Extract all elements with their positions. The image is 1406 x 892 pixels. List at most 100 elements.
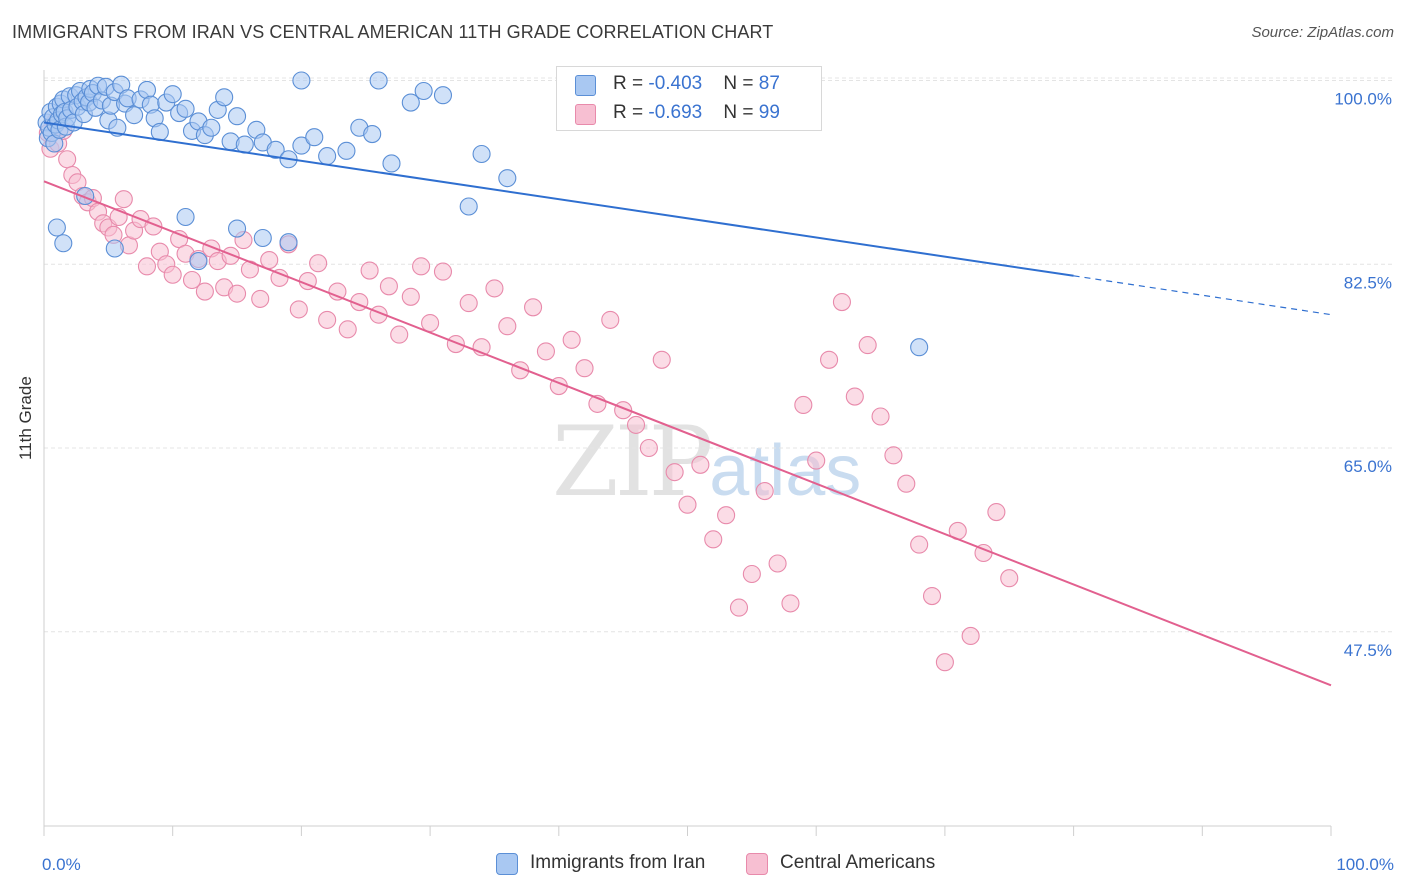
central-american-point [755, 481, 774, 501]
legend-r-value: -0.693 [648, 102, 703, 123]
central-american-point [182, 270, 202, 290]
bottom-legend-swatch-central [746, 853, 768, 875]
central-american-point [536, 342, 555, 361]
iran-point [163, 85, 182, 104]
central-american-point [704, 530, 723, 549]
central-american-point [626, 415, 646, 434]
iran-point [105, 239, 124, 258]
central-american-point [524, 298, 543, 317]
legend-r-label: R = [613, 102, 649, 123]
central-american-point [601, 310, 620, 329]
central-american-point [717, 506, 736, 525]
central-american-point [228, 284, 247, 303]
central-american-point [446, 334, 465, 354]
central-american-point [260, 250, 279, 270]
x-tick-label: 100.0% [1336, 855, 1394, 874]
iran-point [305, 128, 324, 147]
iran-point [292, 71, 311, 90]
y-tick-label: 100.0% [1334, 90, 1392, 109]
iran-point [382, 154, 401, 173]
legend-swatch-central [575, 104, 596, 125]
iran-point [472, 144, 491, 164]
central-american-point [195, 282, 214, 301]
central-american-point [289, 300, 308, 319]
central-american-trend-line [43, 180, 1332, 687]
central-american-point [871, 407, 890, 426]
central-american-point [922, 586, 942, 606]
iran-trend-extension [1073, 275, 1332, 316]
legend-n-value: 87 [758, 73, 780, 94]
iran-point [176, 207, 195, 227]
iran-point [414, 81, 433, 101]
iran-point [76, 186, 95, 206]
central-american-point [421, 313, 440, 333]
central-american-point [318, 310, 337, 329]
central-american-point [884, 446, 903, 465]
central-american-point [459, 294, 478, 313]
legend-r-value: -0.403 [648, 73, 703, 94]
legend-r-label: R = [613, 73, 649, 94]
bottom-legend-label-central: Central Americans [780, 852, 936, 873]
central-american-point [781, 594, 800, 613]
central-american-point [729, 598, 749, 617]
source-label: Source: ZipAtlas.com [1251, 24, 1394, 41]
bottom-legend-swatch-iran [496, 853, 518, 875]
chart-title: IMMIGRANTS FROM IRAN VS CENTRAL AMERICAN… [12, 22, 774, 42]
central-american-point [328, 282, 347, 301]
central-american-point [114, 190, 133, 209]
central-american-point [794, 395, 813, 415]
y-tick-label: 82.5% [1344, 273, 1392, 292]
x-tick-label: 0.0% [42, 855, 81, 874]
central-american-point [832, 292, 851, 312]
iran-point [292, 136, 311, 155]
central-american-point [910, 535, 929, 554]
central-american-point [562, 330, 581, 349]
central-american-point [742, 564, 761, 584]
iran-point [125, 106, 144, 125]
central-american-point [401, 287, 420, 306]
legend-n-value: 99 [758, 102, 780, 123]
iran-point [228, 107, 247, 126]
iran-point [228, 219, 247, 238]
iran-point [337, 141, 356, 160]
central-american-point [360, 261, 379, 280]
central-american-point [820, 350, 839, 369]
central-american-point [309, 254, 328, 273]
central-american-point [58, 150, 77, 169]
iran-point [253, 228, 272, 248]
iran-point [279, 233, 298, 252]
iran-point [202, 118, 221, 137]
central-american-point [485, 279, 504, 298]
iran-point [433, 86, 453, 105]
central-american-point [379, 277, 398, 296]
iran-point [47, 218, 66, 237]
iran-point [189, 252, 208, 271]
central-american-point [845, 387, 864, 406]
central-american-point [858, 336, 877, 355]
iran-point [266, 140, 285, 159]
central-american-point [251, 289, 270, 308]
central-american-point [137, 257, 157, 276]
central-american-point [691, 455, 710, 474]
iran-point [910, 338, 929, 357]
central-american-point [935, 653, 954, 672]
iran-point [459, 197, 478, 216]
legend-box: R = -0.403 N = 87 R = -0.693 N = 99 [556, 66, 822, 131]
iran-point [318, 147, 337, 166]
iran-trend-line [43, 121, 1074, 277]
central-american-point [987, 502, 1006, 522]
bottom-legend-label-iran: Immigrants from Iran [530, 852, 706, 873]
iran-point [369, 71, 388, 90]
iran-point [215, 88, 234, 107]
central-american-point [163, 265, 182, 284]
central-american-point [390, 325, 409, 344]
iran-point [498, 169, 517, 188]
central-american-point [338, 320, 357, 339]
y-tick-label: 47.5% [1344, 641, 1392, 660]
central-american-point [433, 262, 453, 281]
central-american-point [575, 359, 594, 378]
central-american-point [1000, 569, 1019, 588]
legend-swatch-iran [575, 75, 596, 96]
central-american-point [768, 554, 787, 573]
